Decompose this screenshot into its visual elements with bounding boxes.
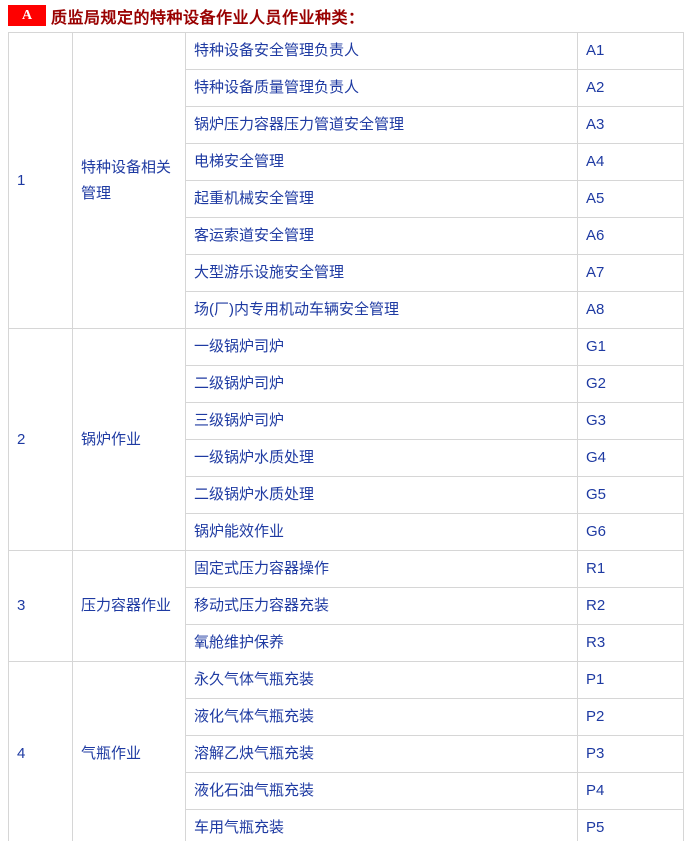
job-name-cell: 氧舱维护保养 [185,624,578,662]
table-row: 锅炉压力容器压力管道安全管理 A3 [9,106,684,144]
table-row: 1 特种设备相关管理 特种设备安全管理负责人 A1 [8,32,684,329]
table-row: 场(厂)内专用机动车辆安全管理 A8 [9,291,684,329]
job-code-cell: P1 [577,661,684,699]
job-name-cell: 锅炉能效作业 [185,513,578,551]
table-row: 2 锅炉作业 一级锅炉司炉 G1 [8,328,684,551]
job-name-cell: 场(厂)内专用机动车辆安全管理 [185,291,578,329]
job-name-cell: 一级锅炉水质处理 [185,439,578,477]
table-row: 二级锅炉水质处理 G5 [9,476,684,514]
job-code-cell: A6 [577,217,684,255]
job-name-cell: 溶解乙炔气瓶充装 [185,735,578,773]
job-code-cell: G3 [577,402,684,440]
table-body: 1 特种设备相关管理 特种设备安全管理负责人 A1 特种设备质量管理负责人 A2 锅炉压力容… [8,32,684,841]
job-code-cell: A2 [577,69,684,107]
job-name-cell: 移动式压力容器充装 [185,587,578,625]
table-row: 移动式压力容器充装 R2 [9,587,684,625]
job-code-cell: A3 [577,106,684,144]
page-title-row: A 质监局规定的特种设备作业人员作业种类： [8,4,689,27]
job-name-cell: 电梯安全管理 [185,143,578,181]
job-name-cell: 特种设备安全管理负责人 [185,32,578,70]
job-code-cell: P2 [577,698,684,736]
job-code-cell: R2 [577,587,684,625]
group-category-cell: 锅炉作业 [72,328,186,551]
job-name-cell: 一级锅炉司炉 [185,328,578,366]
table-row: 溶解乙炔气瓶充装 P3 [9,735,684,773]
job-code-cell: R3 [577,624,684,662]
job-name-cell: 客运索道安全管理 [185,217,578,255]
job-name-cell: 固定式压力容器操作 [185,550,578,588]
job-code-cell: P4 [577,772,684,810]
job-code-cell: R1 [577,550,684,588]
job-code-cell: P3 [577,735,684,773]
job-code-cell: A5 [577,180,684,218]
table-row: 二级锅炉司炉 G2 [9,365,684,403]
job-name-cell: 大型游乐设施安全管理 [185,254,578,292]
table-row: 起重机械安全管理 A5 [9,180,684,218]
job-code-cell: G4 [577,439,684,477]
table-row: 液化石油气瓶充装 P4 [9,772,684,810]
job-name-cell: 二级锅炉司炉 [185,365,578,403]
job-code-cell: A4 [577,143,684,181]
table-row: 4 气瓶作业 永久气体气瓶充装 P1 [8,661,684,841]
job-name-cell: 液化石油气瓶充装 [185,772,578,810]
table-row: 车用气瓶充装 P5 [9,809,684,841]
group-index-cell: 1 [8,32,73,329]
job-name-cell: 车用气瓶充装 [185,809,578,841]
table-row: 特种设备质量管理负责人 A2 [9,69,684,107]
job-code-cell: G1 [577,328,684,366]
table-row: 氧舱维护保养 R3 [9,624,684,662]
table-row: 客运索道安全管理 A6 [9,217,684,255]
group-category-cell: 气瓶作业 [72,661,186,841]
section-marker-badge: A [8,5,46,26]
job-name-cell: 液化气体气瓶充装 [185,698,578,736]
job-code-cell: A7 [577,254,684,292]
group-category-cell: 压力容器作业 [72,550,186,662]
job-name-cell: 永久气体气瓶充装 [185,661,578,699]
table-row: 液化气体气瓶充装 P2 [9,698,684,736]
job-code-cell: P5 [577,809,684,841]
page-title: 质监局规定的特种设备作业人员作业种类： [51,9,365,27]
table-row: 电梯安全管理 A4 [9,143,684,181]
group-index-cell: 3 [8,550,73,662]
job-code-cell: A8 [577,291,684,329]
group-index-cell: 2 [8,328,73,551]
job-code-cell: G6 [577,513,684,551]
table-row: 3 压力容器作业 固定式压力容器操作 R1 [8,550,684,662]
job-name-cell: 三级锅炉司炉 [185,402,578,440]
job-code-cell: G2 [577,365,684,403]
job-code-cell: A1 [577,32,684,70]
job-code-cell: G5 [577,476,684,514]
job-name-cell: 特种设备质量管理负责人 [185,69,578,107]
group-index-cell: 4 [8,661,73,841]
job-types-table: 1 特种设备相关管理 特种设备安全管理负责人 A1 特种设备质量管理负责人 A2 锅炉压力容… [8,32,684,841]
table-row: 大型游乐设施安全管理 A7 [9,254,684,292]
job-name-cell: 起重机械安全管理 [185,180,578,218]
table-row: 锅炉能效作业 G6 [9,513,684,551]
job-name-cell: 锅炉压力容器压力管道安全管理 [185,106,578,144]
job-name-cell: 二级锅炉水质处理 [185,476,578,514]
table-row: 三级锅炉司炉 G3 [9,402,684,440]
group-category-cell: 特种设备相关管理 [72,32,186,329]
